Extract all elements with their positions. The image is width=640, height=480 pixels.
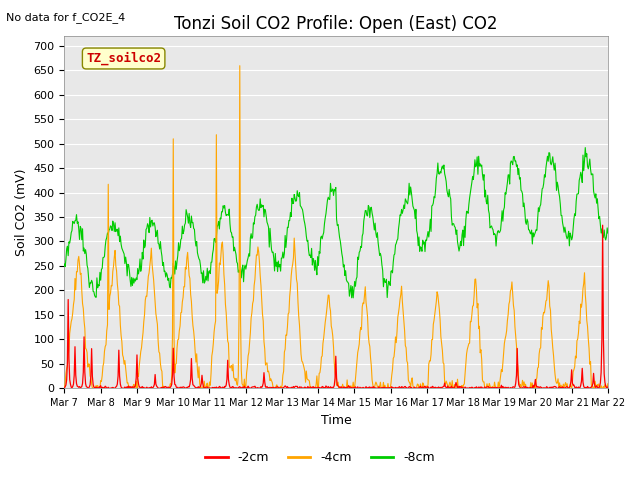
Text: No data for f_CO2E_4: No data for f_CO2E_4 <box>6 12 125 23</box>
Title: Tonzi Soil CO2 Profile: Open (East) CO2: Tonzi Soil CO2 Profile: Open (East) CO2 <box>175 15 498 33</box>
X-axis label: Time: Time <box>321 414 351 427</box>
Y-axis label: Soil CO2 (mV): Soil CO2 (mV) <box>15 168 28 256</box>
Legend: -2cm, -4cm, -8cm: -2cm, -4cm, -8cm <box>200 446 440 469</box>
Text: TZ_soilco2: TZ_soilco2 <box>86 52 161 65</box>
